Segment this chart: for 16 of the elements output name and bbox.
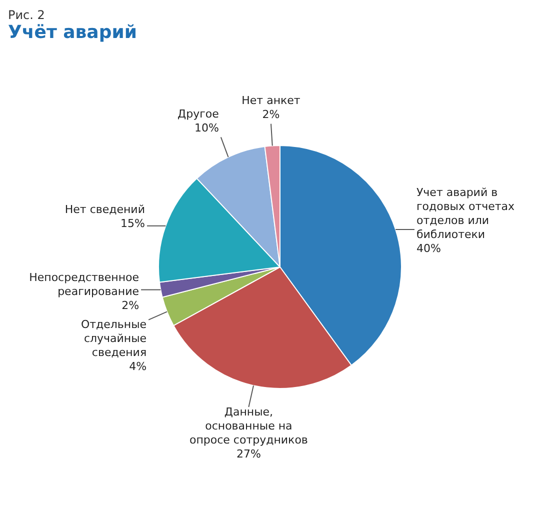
slice-label: Непосредственное реагирование [29,271,140,298]
slice-label: Данные, основанные на опросе сотрудников [189,405,308,446]
data-label: 4% [129,360,147,374]
slice-label: Отдельные случайные сведения [80,318,147,360]
slice-label: Нет анкет [242,94,301,108]
chart-title: Учёт аварий [8,22,138,43]
data-label: 2% [122,299,140,312]
slice-label: Нет сведений [64,202,145,216]
data-label: 15% [120,216,145,230]
data-label: 10% [194,122,219,135]
data-label: 27% [236,447,261,460]
data-label: 40% [416,242,441,256]
slice-label: Учет аварий в годовых отчетах отделов или библиотеки [416,186,516,242]
text: Рис. 2 [8,8,46,22]
data-label: 2% [262,108,280,122]
slice-label: Другое [178,108,220,121]
